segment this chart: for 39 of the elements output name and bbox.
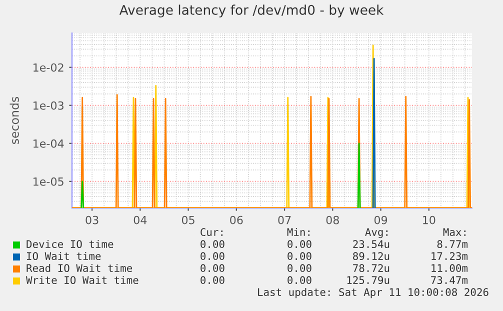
- text: 8.77m: [437, 240, 468, 248]
- text: 0.00: [288, 276, 312, 284]
- text: 78.72u: [353, 264, 390, 272]
- y-tick-label: 1e-04: [34, 139, 64, 148]
- text: 0.00: [288, 264, 312, 272]
- text: Cur:: [200, 228, 222, 236]
- y-tick-label: 1e-02: [34, 63, 64, 72]
- legend-label: Read IO Wait time: [26, 264, 132, 272]
- text: 73.47m: [431, 276, 468, 284]
- x-tick-label: 08: [326, 216, 339, 224]
- text: 0.00: [200, 264, 224, 272]
- text: Last update: Sat Apr 11 10:00:08 2026: [258, 288, 488, 298]
- text: 0.00: [288, 252, 312, 260]
- y-tick-label: 1e-05: [34, 177, 64, 186]
- chart-title: Average latency for /dev/md0 - by week: [119, 4, 384, 18]
- text: 89.12u: [353, 252, 390, 260]
- legend-label: Write IO Wait time: [26, 276, 138, 284]
- text: 0.00: [200, 276, 224, 284]
- x-tick-label: 09: [374, 216, 388, 224]
- text: 125.79u: [347, 276, 390, 284]
- x-tick-label: 04: [134, 216, 147, 224]
- text: 23.54u: [353, 240, 390, 248]
- x-tick-label: 07: [278, 216, 291, 224]
- text: Avg:: [365, 228, 388, 238]
- legend-label: IO Wait time: [27, 252, 101, 260]
- text: 0.00: [200, 240, 224, 248]
- text: Min:: [287, 228, 310, 236]
- x-tick-label: 05: [182, 216, 194, 224]
- text: 11.00m: [432, 264, 468, 272]
- x-tick-label: 03: [86, 216, 98, 224]
- text: Max:: [443, 228, 466, 236]
- text: 17.23m: [432, 252, 468, 260]
- x-tick-label: 10: [423, 216, 436, 224]
- legend-label: Device IO time: [26, 240, 114, 248]
- y-axis-title: seconds: [10, 96, 19, 144]
- y-tick-label: 1e-03: [34, 101, 64, 110]
- text: 0.00: [288, 240, 312, 248]
- text: 0.00: [200, 252, 224, 260]
- x-tick-label: 06: [230, 216, 243, 224]
